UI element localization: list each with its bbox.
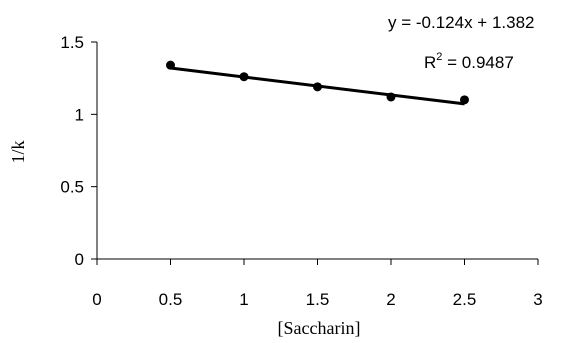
data-points — [166, 60, 469, 105]
trendline-equation: y = -0.124x + 1.382 — [388, 13, 535, 32]
x-tick-label: 1 — [239, 290, 248, 309]
axes — [96, 42, 538, 260]
r-squared-prefix: R — [424, 53, 436, 72]
data-point — [313, 82, 322, 92]
data-point — [460, 95, 469, 105]
y-tick-label: 0 — [75, 250, 84, 269]
y-tick-label: 1 — [75, 105, 84, 124]
y-axis-ticks: 0 0.5 1 1.5 — [60, 33, 97, 269]
x-tick-label: 2 — [386, 290, 395, 309]
y-axis-title: 1/k — [8, 140, 28, 163]
x-tick-label: 0 — [92, 290, 101, 309]
r-squared-label: R2 = 0.9487 — [424, 51, 514, 72]
x-tick-label: 1.5 — [306, 290, 330, 309]
data-point — [239, 72, 249, 82]
y-tick-label: 1.5 — [60, 33, 84, 52]
x-tick-label: 3 — [533, 290, 542, 309]
x-axis-title: [Saccharin] — [278, 318, 361, 338]
x-axis-ticks: 0 0.5 1 1.5 2 2.5 3 — [92, 259, 543, 309]
x-tick-label: 0.5 — [159, 290, 183, 309]
y-tick-label: 0.5 — [60, 178, 84, 197]
r-squared-value: = 0.9487 — [442, 53, 513, 72]
data-point — [386, 92, 396, 102]
data-point — [166, 60, 175, 70]
r-squared-superscript: 2 — [436, 51, 442, 63]
x-tick-label: 2.5 — [453, 290, 477, 309]
